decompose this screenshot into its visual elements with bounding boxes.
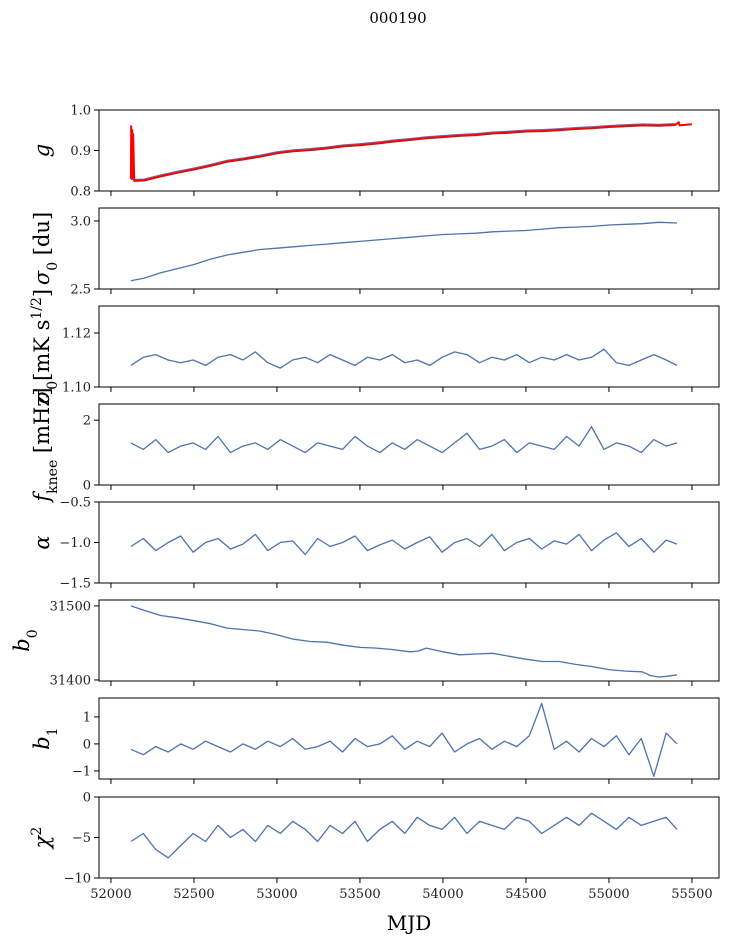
x-tick-label: 52000 xyxy=(90,887,131,902)
y-axis-label-g: g xyxy=(30,144,54,157)
panel-sigma0-du: 2.5 3.0 σ0 [du] xyxy=(30,207,720,298)
label-symbol: α xyxy=(30,535,54,549)
y-tick-label: 1 xyxy=(83,710,91,725)
series-line-chi2 xyxy=(130,812,678,859)
label-unit-end: ] xyxy=(30,289,54,297)
y-tick-label: −5 xyxy=(72,831,91,846)
label-subscript: 0 xyxy=(45,262,61,271)
plot-frame xyxy=(98,207,720,290)
x-tick-label: 53500 xyxy=(339,887,380,902)
y-tick-label: −10 xyxy=(64,872,91,887)
series-line-b0 xyxy=(130,605,678,678)
y-tick-label: 0 xyxy=(83,479,91,494)
plot-frame xyxy=(98,697,720,780)
y-axis-label-sigma0-mk: σ0[mK s1/2] xyxy=(29,289,61,404)
series-line-g_fit xyxy=(129,121,692,182)
x-axis-label: MJD xyxy=(387,911,432,935)
panel-g: 0.8 0.9 1.0 g xyxy=(30,104,720,200)
label-symbol: b xyxy=(30,736,54,749)
label-symbol: g xyxy=(30,144,54,157)
label-unit: [du] xyxy=(30,212,54,262)
series-line-sigma0_du xyxy=(130,221,678,282)
y-tick-label: −0.5 xyxy=(59,496,91,511)
y-axis-label-b0: b0 xyxy=(10,629,41,651)
y-tick-label: 0.8 xyxy=(70,185,91,200)
y-axis-label-b1: b1 xyxy=(30,727,61,749)
label-unit: [mK s xyxy=(30,320,54,381)
plot-frame xyxy=(98,305,720,388)
y-tick-label: 1.0 xyxy=(70,104,91,119)
plot-frame xyxy=(98,796,720,879)
y-axis-label-sigma0-du: σ0 [du] xyxy=(30,212,61,285)
y-tick-label: 1.12 xyxy=(62,327,91,342)
y-tick-label: 31500 xyxy=(50,599,91,614)
label-subscript: 0 xyxy=(45,381,61,390)
panel-chi2: −10 −5 0 52000 52500 53000 53500 54000 54500 5500… xyxy=(29,791,720,902)
y-tick-label: 0.9 xyxy=(70,144,91,159)
label-symbol: σ xyxy=(30,389,54,404)
x-tick-label: 55000 xyxy=(588,887,629,902)
y-tick-label: 2.5 xyxy=(70,283,91,298)
y-tick-label: −1 xyxy=(72,764,91,779)
y-axis-label-chi2: χ2 xyxy=(29,827,54,851)
series-line-sigma0_mk xyxy=(130,348,678,369)
y-tick-label: −1.5 xyxy=(59,577,91,592)
panel-fknee: 0 2 fknee [mHz] xyxy=(30,387,720,504)
label-subscript: 1 xyxy=(45,727,61,736)
label-symbol: f xyxy=(30,491,54,504)
y-tick-label: 0 xyxy=(83,791,91,806)
label-subscript: knee xyxy=(45,460,61,494)
x-tick-label: 54000 xyxy=(422,887,463,902)
series-line-fknee xyxy=(130,426,678,454)
x-tick-label: 55500 xyxy=(671,887,712,902)
y-axis-label-alpha: α xyxy=(30,535,54,549)
plot-frame xyxy=(98,403,720,486)
series-line-g xyxy=(134,122,676,182)
label-unit: [mHz] xyxy=(30,387,54,459)
label-symbol: b xyxy=(10,638,34,651)
plot-frame xyxy=(98,599,720,682)
panel-b0: 31400 31500 b0 xyxy=(10,599,720,688)
x-tick-label: 53000 xyxy=(256,887,297,902)
label-symbol: χ xyxy=(30,834,54,850)
y-tick-label: 0 xyxy=(83,737,91,752)
y-tick-label: 3.0 xyxy=(70,214,91,229)
series-line-alpha xyxy=(130,532,678,556)
label-symbol: σ xyxy=(30,270,54,285)
label-superscript: 1/2 xyxy=(29,297,45,320)
y-tick-label: −1.0 xyxy=(59,536,91,551)
y-axis-label-fknee: fknee [mHz] xyxy=(30,387,61,503)
label-subscript: 0 xyxy=(25,629,41,638)
x-tick-label: 52500 xyxy=(173,887,214,902)
y-tick-label: 31400 xyxy=(50,673,91,688)
y-tick-label: 1.10 xyxy=(62,381,91,396)
label-superscript: 2 xyxy=(29,827,45,836)
plot-frame xyxy=(98,109,720,192)
chart-title: 000190 xyxy=(369,9,426,27)
series-line-b1 xyxy=(130,702,678,777)
panel-alpha: −1.5 −1.0 −0.5 α xyxy=(30,496,720,592)
y-tick-label: 2 xyxy=(83,414,91,429)
x-tick-label: 54500 xyxy=(505,887,546,902)
